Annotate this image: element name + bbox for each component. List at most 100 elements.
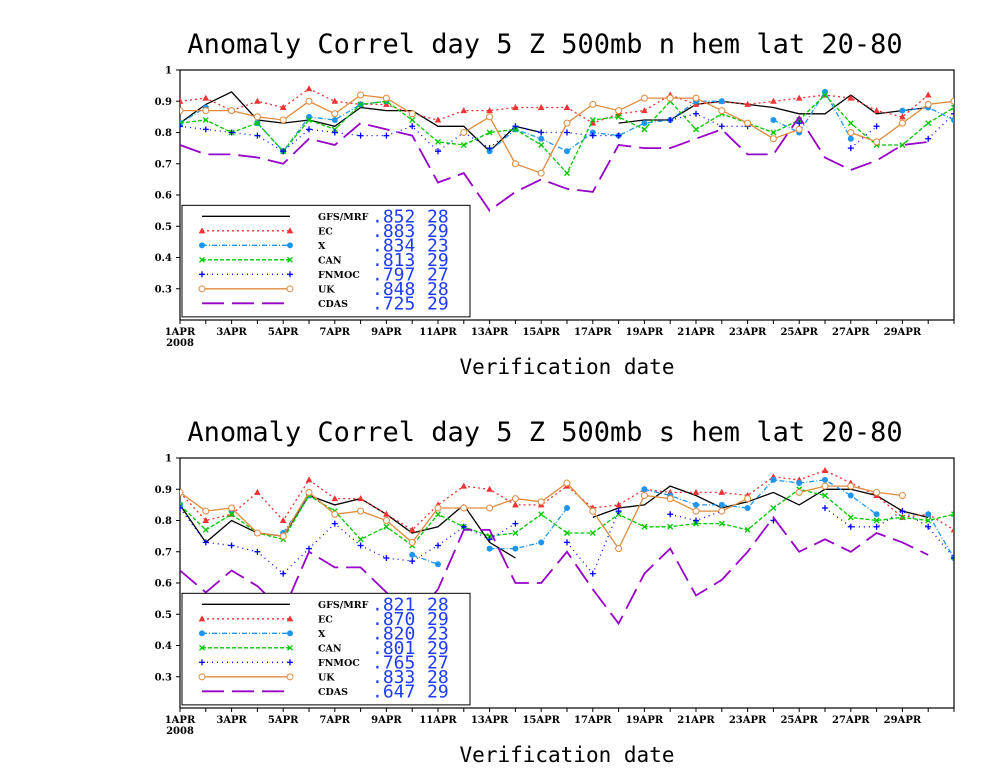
series-marker — [950, 97, 954, 105]
y-tick-label: 0.4 — [155, 641, 172, 652]
marker-shape — [512, 104, 519, 110]
series-marker — [537, 498, 545, 506]
series-marker — [821, 482, 829, 490]
marker-shape — [822, 476, 828, 483]
series-marker — [228, 511, 235, 518]
series-marker — [795, 94, 803, 101]
series-marker — [718, 123, 725, 130]
marker-shape — [486, 129, 493, 136]
series-marker — [589, 570, 596, 577]
series-marker — [287, 659, 293, 666]
legend-count: 23 — [427, 235, 449, 256]
series-marker — [693, 520, 699, 527]
marker-shape — [693, 520, 699, 527]
x-axis-label: Verification date — [460, 355, 675, 379]
marker-shape — [667, 523, 674, 530]
marker-shape — [589, 129, 596, 136]
marker-shape — [770, 505, 777, 511]
series-marker — [460, 129, 468, 136]
marker-shape — [564, 530, 570, 536]
series-marker — [796, 480, 803, 486]
x-tick-label: 13APR — [471, 327, 509, 338]
marker-shape — [279, 532, 287, 540]
marker-shape — [822, 88, 828, 95]
marker-shape — [460, 142, 467, 148]
legend-mean: .848 — [372, 279, 415, 300]
marker-shape — [847, 135, 854, 142]
series-marker — [744, 526, 751, 533]
series-marker — [434, 504, 442, 512]
series-marker — [253, 113, 261, 121]
marker-shape — [460, 504, 468, 512]
marker-shape — [796, 480, 803, 486]
marker-shape — [770, 117, 777, 123]
series-marker — [180, 97, 184, 104]
series-marker — [873, 517, 880, 524]
marker-shape — [538, 539, 545, 546]
series-line — [824, 507, 954, 559]
marker-shape — [538, 135, 545, 142]
marker-shape — [435, 511, 441, 518]
series-marker — [180, 123, 183, 130]
series-marker — [744, 495, 752, 503]
series-marker — [951, 555, 954, 561]
y-tick-label: 1 — [165, 454, 172, 465]
series-marker — [847, 129, 855, 136]
series-marker — [847, 135, 854, 142]
marker-shape — [254, 488, 261, 495]
series-marker — [925, 511, 932, 518]
series-marker — [641, 486, 648, 493]
series-marker — [512, 545, 519, 552]
y-tick-label: 1 — [165, 66, 172, 77]
marker-shape — [718, 507, 726, 515]
marker-shape — [202, 117, 209, 123]
series-marker — [564, 129, 570, 136]
legend-count: 28 — [427, 667, 449, 688]
marker-shape — [641, 120, 648, 127]
series-marker — [409, 123, 416, 130]
y-tick-label: 0.8 — [155, 128, 172, 139]
marker-shape — [589, 507, 597, 515]
marker-shape — [537, 498, 545, 506]
series-marker — [287, 644, 293, 651]
marker-shape — [950, 526, 954, 533]
marker-shape — [287, 644, 293, 651]
marker-shape — [287, 630, 293, 637]
marker-shape — [847, 120, 854, 127]
marker-shape — [769, 135, 777, 143]
legend-count: 29 — [427, 221, 449, 242]
marker-shape — [382, 517, 390, 524]
marker-shape — [615, 511, 622, 518]
series-marker — [925, 135, 932, 142]
series-marker — [331, 97, 339, 104]
x-tick-label: 11APR — [419, 715, 457, 726]
marker-shape — [286, 615, 294, 622]
chart-panel-north: Anomaly Correl day 5 Z 500mb n hem lat 2… — [155, 29, 955, 379]
x-tick-label: 9APR — [371, 715, 402, 726]
series-marker — [305, 97, 313, 105]
marker-shape — [202, 526, 209, 533]
series-marker — [899, 113, 906, 120]
marker-shape — [744, 119, 752, 127]
legend-mean: .647 — [372, 681, 415, 702]
marker-shape — [383, 510, 390, 517]
series-layer — [180, 467, 954, 626]
marker-shape — [486, 485, 493, 492]
marker-shape — [951, 513, 954, 518]
marker-shape — [202, 517, 210, 523]
marker-shape — [615, 107, 623, 115]
series-marker — [951, 104, 954, 111]
series-marker — [306, 117, 312, 123]
legend-entry: FNMOC .797 27 — [199, 264, 449, 285]
series-marker — [538, 539, 545, 546]
series-marker — [795, 488, 803, 496]
legend-label: GFS/MRF — [318, 212, 369, 223]
legend-entry: UK .833 28 — [198, 667, 449, 688]
marker-shape — [692, 507, 700, 515]
series-marker — [286, 227, 294, 234]
marker-shape — [486, 107, 493, 114]
marker-shape — [873, 511, 880, 518]
marker-shape — [692, 94, 700, 102]
series-marker — [199, 659, 205, 666]
series-marker — [744, 100, 751, 107]
